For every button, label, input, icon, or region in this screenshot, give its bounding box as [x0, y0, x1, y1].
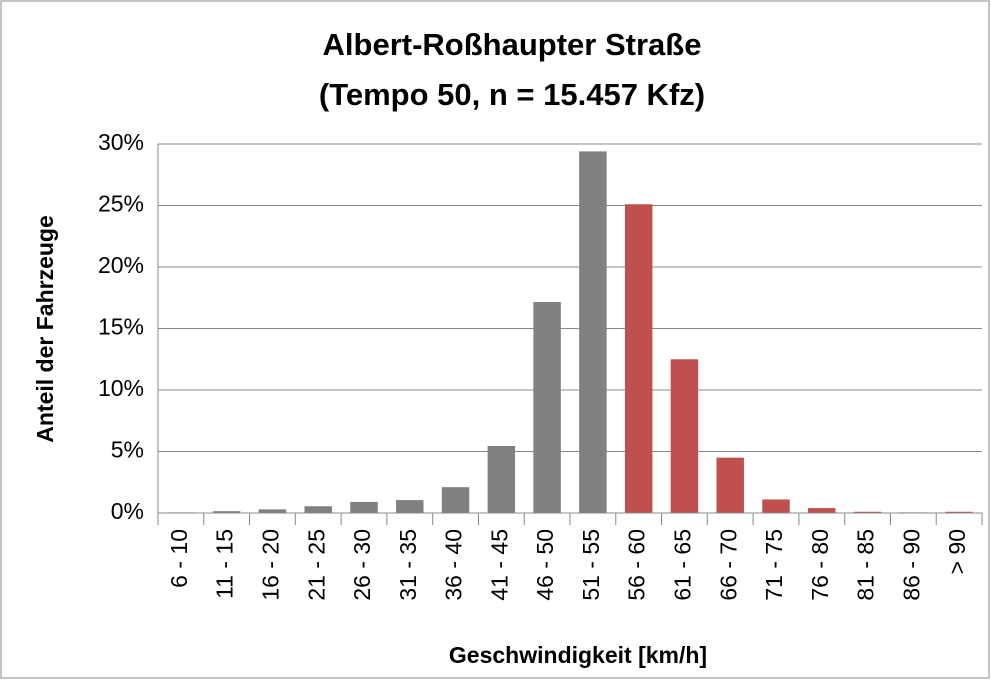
y-axis-label: Anteil der Fahrzeuge — [32, 215, 58, 442]
chart-title: Albert-Roßhaupter Straße — [323, 27, 702, 62]
y-tick-label: 25% — [98, 191, 144, 217]
bar — [670, 359, 699, 513]
bar — [808, 508, 836, 513]
y-tick-label: 0% — [111, 498, 144, 524]
x-tick-label: 51 - 55 — [578, 529, 604, 601]
x-tick-label: 41 - 45 — [486, 529, 512, 601]
bar — [945, 511, 973, 513]
chart-subtitle: (Tempo 50, n = 15.457 Kfz) — [319, 77, 705, 112]
x-tick-label: 76 - 80 — [807, 529, 833, 601]
bar — [762, 499, 790, 513]
bar — [441, 487, 470, 513]
x-tick-label: 26 - 30 — [349, 529, 375, 601]
x-tick-label: 71 - 75 — [761, 529, 787, 601]
x-tick-label: 86 - 90 — [898, 529, 924, 601]
bar — [350, 501, 378, 513]
bar — [212, 511, 241, 513]
x-tick-label: 56 - 60 — [624, 529, 650, 601]
x-tick-label: 21 - 25 — [303, 529, 329, 601]
x-tick-label: 46 - 50 — [532, 529, 558, 601]
x-tick-label: 61 - 65 — [670, 529, 696, 601]
y-tick-label: 10% — [98, 375, 144, 401]
bar — [579, 151, 607, 513]
bar — [716, 457, 744, 513]
y-tick-label: 20% — [98, 252, 144, 278]
bar — [624, 204, 653, 513]
y-tick-label: 30% — [98, 129, 144, 155]
bar — [258, 509, 287, 513]
bar — [533, 302, 561, 513]
x-tick-label: 6 - 10 — [166, 529, 192, 588]
bar — [304, 506, 332, 513]
y-tick-label: 15% — [98, 314, 144, 340]
y-tick-label: 5% — [111, 437, 144, 463]
bar — [487, 445, 516, 513]
bar — [853, 511, 882, 513]
x-tick-label: 16 - 20 — [258, 529, 284, 601]
x-tick-label: 11 - 15 — [212, 529, 238, 599]
x-tick-label: 81 - 85 — [853, 529, 879, 601]
x-tick-label: 66 - 70 — [715, 529, 741, 601]
x-axis-label: Geschwindigkeit [km/h] — [449, 642, 707, 668]
x-tick-label: 31 - 35 — [395, 529, 421, 601]
x-tick-label: 36 - 40 — [441, 529, 467, 601]
bar — [396, 500, 424, 513]
x-tick-label: > 90 — [944, 529, 970, 574]
